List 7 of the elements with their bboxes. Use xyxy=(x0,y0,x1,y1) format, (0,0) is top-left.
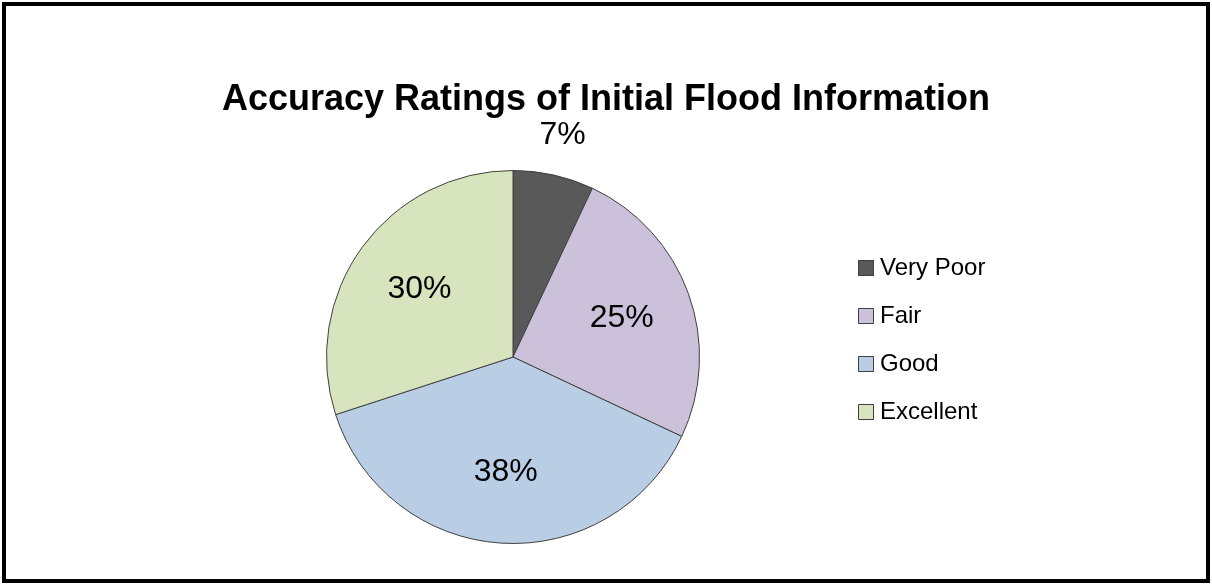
legend-label: Good xyxy=(880,348,939,376)
data-label: 38% xyxy=(473,452,538,489)
legend-label: Very Poor xyxy=(880,252,986,280)
legend-label: Fair xyxy=(880,300,922,328)
legend-label: Excellent xyxy=(880,396,978,424)
data-label: 25% xyxy=(589,297,654,334)
data-label: 30% xyxy=(387,268,452,305)
